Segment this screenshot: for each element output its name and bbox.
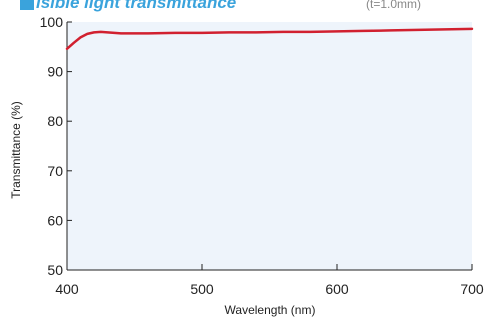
y-axis-ticks: 50 60 70 80 90 100 xyxy=(40,14,72,278)
plot-area xyxy=(67,22,472,270)
x-axis-ticks: 400 500 600 700 xyxy=(55,264,484,297)
y-tick-label: 70 xyxy=(47,163,63,179)
chart-subtitle: (t=1.0mm) xyxy=(366,0,421,11)
title-marker xyxy=(20,0,34,10)
x-axis-label: Wavelength (nm) xyxy=(225,303,316,317)
y-tick-label: 90 xyxy=(47,64,63,80)
transmittance-series-line xyxy=(65,27,474,51)
x-tick-label: 500 xyxy=(190,281,214,297)
chart-title: isible light transmittance xyxy=(36,0,236,12)
x-tick-label: 700 xyxy=(460,281,484,297)
x-tick-label: 400 xyxy=(55,281,79,297)
y-tick-label: 50 xyxy=(47,262,63,278)
y-tick-label: 60 xyxy=(47,212,63,228)
series-layer xyxy=(65,27,474,51)
x-tick-label: 600 xyxy=(325,281,349,297)
y-axis-label: Transmittance (%) xyxy=(9,101,23,199)
y-tick-label: 100 xyxy=(40,14,64,30)
y-tick-label: 80 xyxy=(47,113,63,129)
